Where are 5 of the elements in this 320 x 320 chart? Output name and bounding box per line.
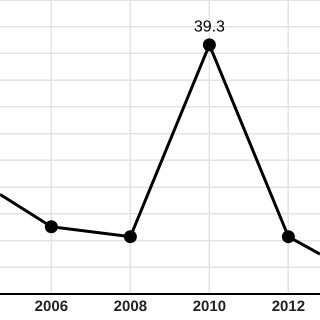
x-tick-label: 2008 xyxy=(114,298,148,316)
x-tick-label: 2006 xyxy=(34,298,68,316)
annotation: 39.3 xyxy=(194,18,226,36)
x-tick-label: 2010 xyxy=(192,298,226,316)
x-tick-label: 2012 xyxy=(272,298,306,316)
